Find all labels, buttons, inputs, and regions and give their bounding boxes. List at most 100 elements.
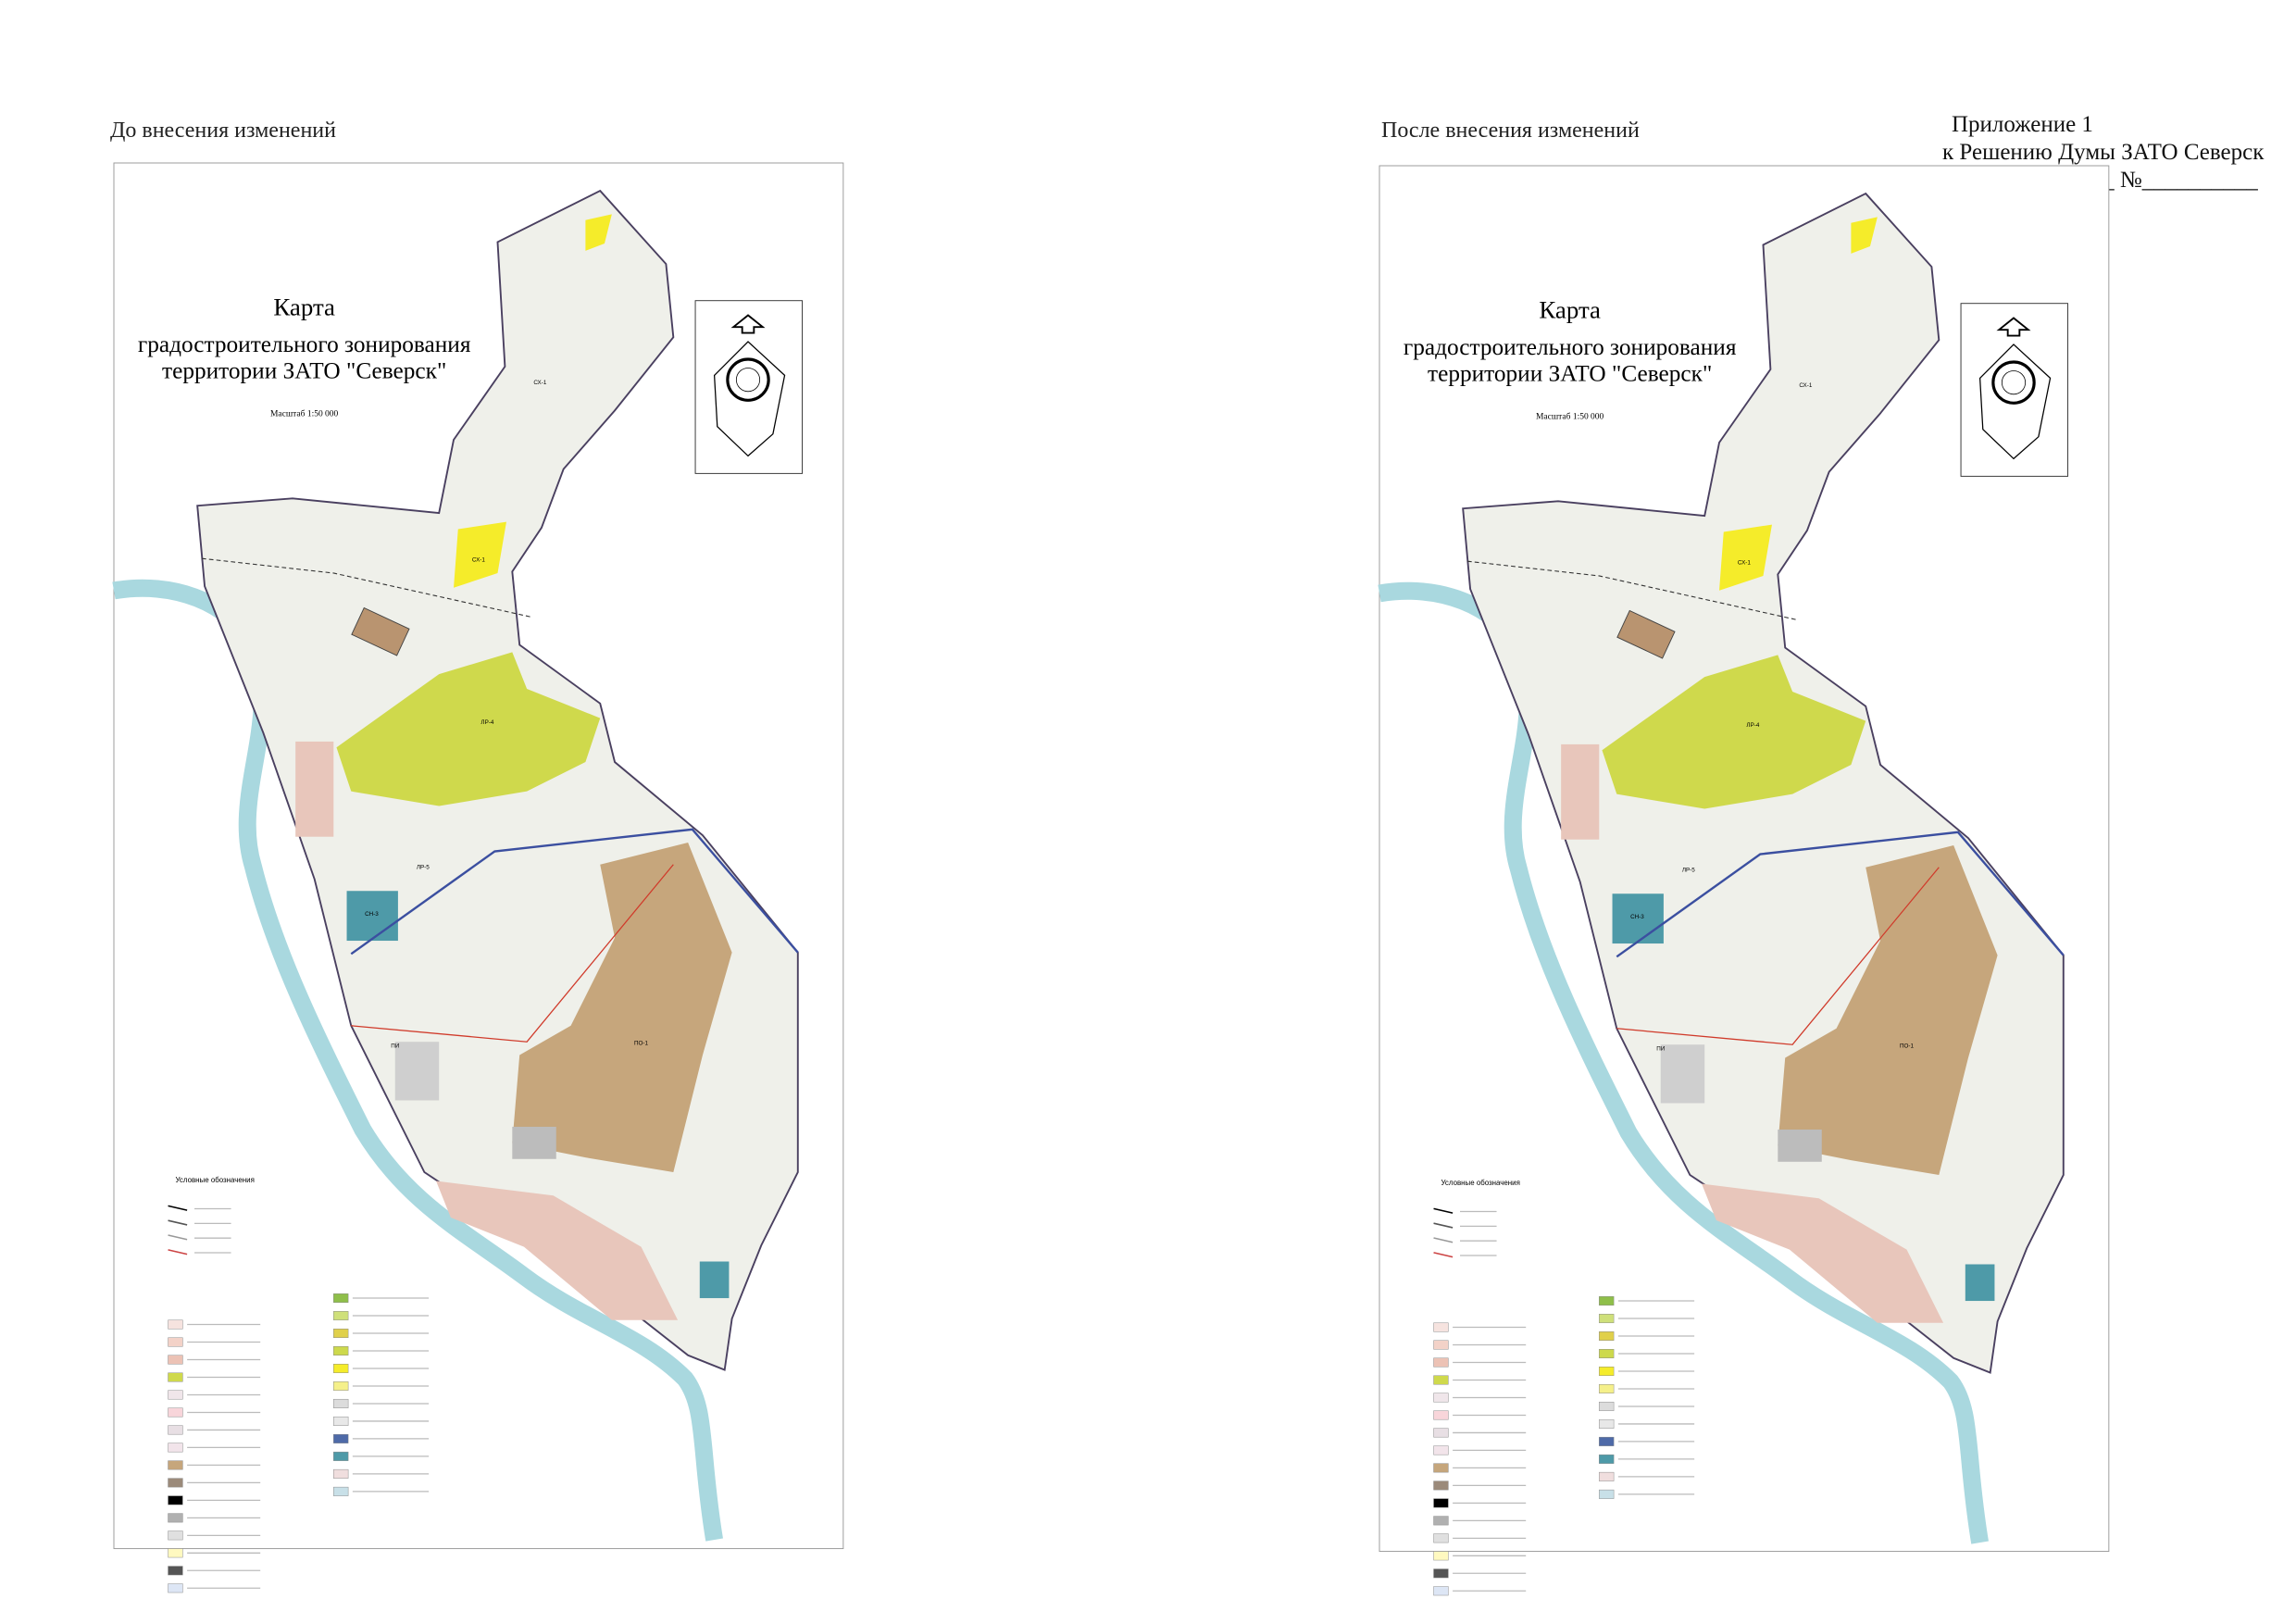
legend-swatch (1433, 1533, 1449, 1543)
map-title: Карта (273, 294, 335, 321)
agri-zone (1851, 217, 1878, 254)
legend-line-symbol (1433, 1222, 1454, 1229)
legend-swatch (168, 1566, 183, 1576)
zone-label: ЛР-5 (417, 865, 430, 871)
legend-swatch (1433, 1551, 1449, 1561)
legend-swatch (1599, 1349, 1615, 1358)
legend-line-symbol (168, 1219, 188, 1226)
map-title: градостроительного зонирования (138, 331, 471, 357)
zone-label: ПО-1 (634, 1040, 649, 1046)
legend-swatch (1599, 1383, 1615, 1393)
legend-swatch (168, 1443, 183, 1453)
utility-zone (394, 1042, 440, 1101)
appendix-number: Приложение 1 (1952, 112, 2093, 137)
legend-swatch (168, 1407, 183, 1418)
boundary-line (350, 828, 799, 956)
compass-body (713, 341, 786, 457)
compass-core (735, 368, 761, 393)
legend-swatch (333, 1451, 349, 1461)
map: Карта градостроительного зонированиятерри… (1378, 165, 2110, 1596)
zone-label: ПО-1 (1900, 1043, 1915, 1049)
zone-label: СХ-1 (1799, 382, 1813, 389)
legend-swatch (1433, 1516, 1449, 1526)
legend-line-symbol (168, 1205, 188, 1211)
legend-swatch (1433, 1480, 1449, 1491)
legend-swatch (333, 1380, 349, 1391)
legend-line-symbol (1433, 1237, 1454, 1243)
legend-swatch (168, 1583, 183, 1593)
building-zone (351, 606, 410, 656)
sanitary-line (351, 864, 674, 1043)
legend-swatch (1433, 1428, 1449, 1438)
utility-zone (1778, 1129, 1822, 1162)
compass-arrow (730, 314, 766, 334)
legend-swatch (168, 1548, 183, 1558)
decision-ref: к Решению Думы ЗАТО Северск (1942, 140, 2265, 165)
special-zone (346, 891, 398, 942)
legend-line-symbol (1433, 1207, 1454, 1214)
legend-line-symbol (168, 1234, 188, 1241)
zone-label: ЛР-4 (480, 719, 493, 726)
legend-swatch (168, 1495, 183, 1505)
legend-swatch (168, 1355, 183, 1365)
water-zone (699, 1261, 730, 1299)
zone-label: СХ-1 (472, 556, 486, 563)
legend-swatch (333, 1486, 349, 1496)
map-scale: Масштаб 1:50 000 (1536, 412, 1604, 422)
legend-swatch (1599, 1454, 1615, 1464)
map-title: градостроительного зонирования (1404, 334, 1737, 360)
legend-swatch (333, 1329, 349, 1339)
map-title: территории ЗАТО "Северск" (1428, 361, 1712, 387)
legend-swatch (1433, 1340, 1449, 1350)
legend-swatch (333, 1398, 349, 1408)
legend-swatch (1599, 1489, 1615, 1499)
agri-zone (585, 214, 612, 251)
zone-label: ЛР-5 (1682, 868, 1695, 874)
legend-title: Условные обозначения (1441, 1179, 1519, 1187)
map-title: Карта (1539, 296, 1601, 324)
town-zone (436, 1181, 679, 1320)
legend-swatch (333, 1311, 349, 1321)
legend-swatch (1433, 1463, 1449, 1473)
legend-swatch (1433, 1586, 1449, 1596)
zone-label: СХ-1 (1738, 559, 1752, 566)
zone-label: СН-3 (1630, 914, 1644, 920)
legend-swatch (168, 1478, 183, 1488)
legend-swatch (168, 1372, 183, 1382)
legend-swatch (1433, 1410, 1449, 1420)
legend-swatch (168, 1460, 183, 1470)
town-zone (295, 741, 334, 837)
map-title: территории ЗАТО "Северск" (162, 358, 446, 384)
zone-label: ПИ (1656, 1046, 1666, 1053)
legend-line-symbol (1433, 1252, 1454, 1258)
compass-body (1978, 344, 2052, 460)
legend-swatch (333, 1416, 349, 1426)
legend-swatch (1433, 1393, 1449, 1403)
legend-swatch (333, 1433, 349, 1443)
legend-swatch (1599, 1314, 1615, 1324)
rail-line (201, 557, 531, 618)
legend-swatch (1599, 1418, 1615, 1429)
compass-ring (726, 357, 770, 402)
legend-swatch (1599, 1296, 1615, 1306)
legend-swatch (1433, 1357, 1449, 1368)
town-zone (1702, 1183, 1944, 1323)
compass-ring (1991, 360, 2036, 405)
agri-zone (1719, 524, 1772, 591)
legend-swatch (333, 1468, 349, 1479)
legend-swatch (168, 1390, 183, 1400)
legend-swatch (1599, 1471, 1615, 1481)
panel-label: После внесения изменений (1381, 119, 1640, 143)
legend-swatch (1433, 1445, 1449, 1455)
legend-line-symbol (168, 1249, 188, 1255)
legend-swatch (1599, 1331, 1615, 1342)
industrial-zone (1778, 845, 1998, 1175)
panel-label: До внесения изменений (110, 119, 336, 143)
compass-core (2001, 370, 2027, 395)
legend-swatch (1599, 1436, 1615, 1446)
legend-swatch (333, 1364, 349, 1373)
sanitary-line (1616, 867, 1940, 1045)
zone-label: ПИ (391, 1043, 400, 1050)
zone-label: ЛР-4 (1746, 722, 1759, 729)
legend-swatch (1433, 1322, 1449, 1332)
